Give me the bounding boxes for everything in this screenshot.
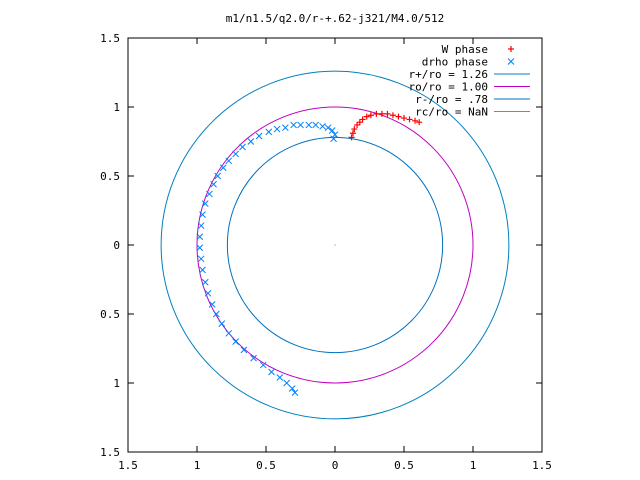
w-phase-point: [348, 134, 355, 141]
legend-label: rc/ro = NaN: [415, 106, 488, 119]
w-phase-point: [359, 116, 366, 123]
phase-markers: [196, 110, 423, 397]
x-tick-label: 0.5: [394, 459, 414, 472]
legend-label: ro/ro = 1.00: [409, 81, 488, 94]
drho-phase-point: [305, 121, 313, 129]
drho-phase-point: [265, 128, 273, 136]
drho-phase-point: [212, 310, 220, 318]
drho-phase-point: [319, 122, 326, 130]
drho-phase-point: [219, 164, 227, 172]
legend-label: r-/ro = .78: [415, 93, 488, 106]
w-phase-point: [363, 113, 370, 120]
drho-phase-point: [268, 368, 275, 376]
w-phase-point: [389, 112, 396, 119]
drho-phase-point: [208, 300, 216, 308]
drho-phase-point: [199, 266, 206, 274]
drho-phase-point: [218, 320, 226, 328]
reference-circle: [160, 70, 510, 420]
origin-dot: [334, 244, 336, 246]
drho-phase-point: [250, 354, 257, 362]
w-phase-point: [416, 119, 423, 126]
x-tick-label: 1: [470, 459, 477, 472]
legend-x-icon: [507, 58, 515, 65]
drho-phase-point: [273, 125, 281, 133]
legend-label: drho phase: [422, 56, 488, 69]
y-tick-label: 0.5: [100, 170, 120, 183]
legend-plus-icon: [508, 46, 514, 52]
drho-phase-point: [214, 172, 222, 180]
drho-phase-point: [255, 132, 263, 140]
drho-phase-point: [196, 233, 204, 241]
w-phase-point: [401, 115, 407, 122]
drho-phase-point: [291, 389, 299, 397]
drho-phase-point: [232, 150, 239, 158]
w-phase-point: [395, 113, 402, 120]
drho-phase-point: [225, 157, 233, 165]
drho-phase-point: [197, 255, 205, 263]
w-phase-point: [373, 110, 380, 117]
x-tick-label: 1.5: [118, 459, 138, 472]
w-phase-point: [384, 110, 391, 117]
drho-phase-point: [297, 121, 304, 129]
drho-phase-point: [324, 124, 332, 132]
legend-label: W phase: [442, 43, 488, 56]
w-phase-point: [367, 112, 374, 119]
x-tick-label: 1.5: [532, 459, 552, 472]
y-tick-label: 1.5: [100, 446, 120, 459]
drho-phase-point: [330, 135, 337, 143]
axis-ticks: 1.5 1 0.5 0 0.5 1 1.51.510.500.511.5: [100, 32, 552, 472]
drho-phase-point: [199, 211, 206, 218]
w-phase-point: [349, 130, 356, 137]
w-phase-point: [351, 126, 358, 133]
drho-phase-point: [288, 385, 296, 392]
drho-phase-point: [225, 329, 233, 337]
drho-phase-point: [290, 121, 297, 129]
drho-phase-point: [204, 289, 212, 297]
w-phase-point: [354, 121, 361, 128]
y-tick-label: 0: [113, 239, 120, 252]
drho-phase-point: [247, 138, 255, 145]
drho-phase-point: [210, 180, 217, 188]
drho-phase-point: [283, 379, 291, 387]
y-tick-label: 1: [113, 101, 120, 114]
drho-phase-point: [276, 374, 284, 381]
w-phase-point: [356, 119, 363, 126]
drho-phase-point: [259, 361, 267, 369]
y-tick-label: 1.5: [100, 32, 120, 45]
x-tick-label: 0: [332, 459, 339, 472]
drho-phase-point: [239, 143, 246, 151]
drho-phase-point: [331, 131, 339, 138]
y-tick-label: 1: [113, 377, 120, 390]
drho-phase-point: [196, 244, 204, 252]
drho-phase-point: [197, 222, 205, 230]
y-tick-label: 0.5: [100, 308, 120, 321]
legend-label: r+/ro = 1.26: [409, 68, 488, 81]
drho-phase-point: [201, 278, 209, 286]
drho-phase-point: [312, 121, 320, 129]
chart-title: m1/n1.5/q2.0/r-+.62-j321/M4.0/512: [226, 12, 445, 25]
w-phase-point: [412, 117, 419, 124]
drho-phase-point: [328, 127, 336, 134]
x-tick-label: 1: [194, 459, 201, 472]
drho-phase-point: [206, 190, 213, 198]
w-phase-point: [378, 110, 385, 117]
x-tick-label: 0.5: [256, 459, 276, 472]
drho-phase-point: [240, 346, 248, 354]
drho-phase-point: [281, 124, 289, 132]
w-phase-point: [406, 116, 413, 123]
drho-phase-point: [232, 338, 239, 345]
drho-phase-point: [201, 200, 209, 207]
